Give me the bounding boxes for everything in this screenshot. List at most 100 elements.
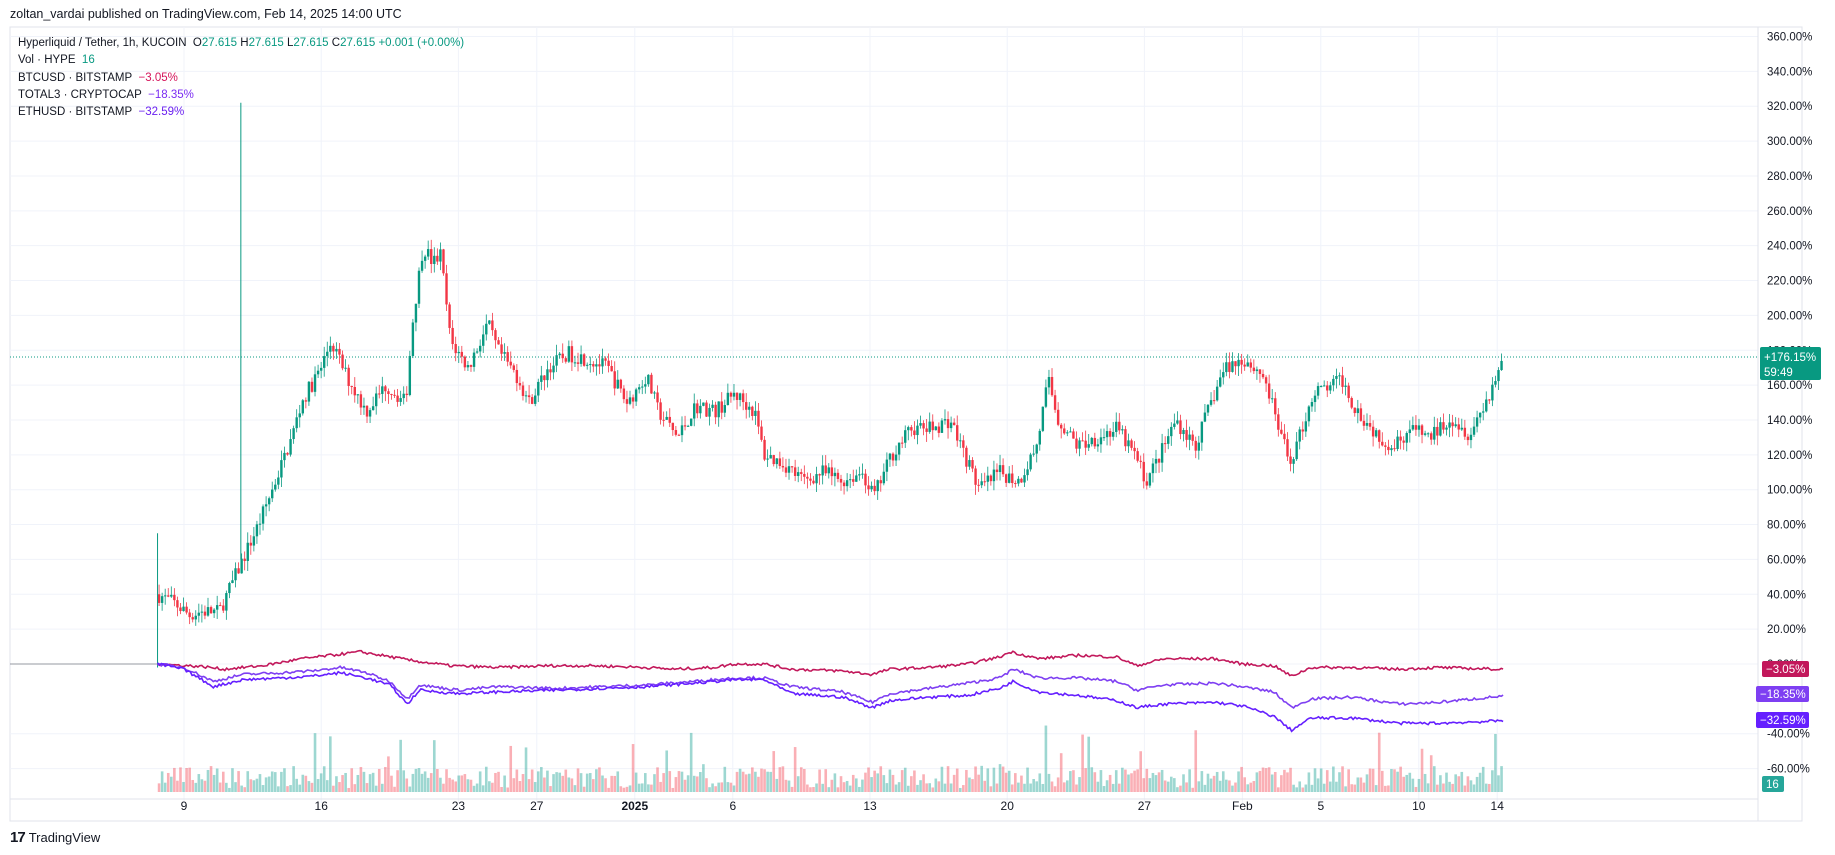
volume-bar [292, 766, 295, 792]
volume-bar [215, 768, 219, 792]
candle-body [1081, 440, 1084, 442]
volume-bar [998, 764, 1002, 792]
x-tick-label: 27 [1138, 799, 1152, 813]
volume-bar [362, 771, 366, 792]
candle-body [1231, 361, 1234, 372]
volume-bar [157, 783, 161, 792]
candle-body [521, 385, 525, 396]
volume-bar [1105, 780, 1109, 792]
footer-brand[interactable]: 17 TradingView [10, 829, 100, 846]
volume-bar [965, 769, 968, 792]
legend-volume-row[interactable]: Vol · HYPE 16 [18, 52, 464, 69]
candle-body [1439, 422, 1442, 436]
candle-body [264, 504, 268, 507]
volume-bar [194, 782, 198, 792]
volume-bar [1411, 778, 1415, 792]
candle-body [616, 379, 619, 389]
candle-body [304, 400, 308, 402]
candle-body [188, 612, 191, 618]
candle-body [1136, 451, 1139, 461]
candle-body [897, 442, 901, 455]
volume-bar [604, 778, 607, 792]
volume-bar [1481, 766, 1485, 792]
total3-axis-badge-value: −18.35% [1760, 689, 1806, 701]
volume-bar [1423, 773, 1427, 792]
volume-bar [255, 778, 259, 792]
main-symbol-label: Hyperliquid / Tether, 1h, KUCOIN [18, 37, 187, 49]
candle-body [821, 465, 824, 476]
volume-bar [962, 785, 965, 792]
candle-body [1368, 423, 1372, 427]
candle-body [1488, 399, 1491, 401]
candle-body [564, 358, 567, 362]
legend-total3-row[interactable]: TOTAL3 · CRYPTOCAP −18.35% [18, 87, 464, 104]
candle-body [411, 322, 415, 356]
legend-main-row[interactable]: Hyperliquid / Tether, 1h, KUCOIN O27.615… [18, 35, 464, 52]
volume-bar [708, 787, 711, 792]
volume-bar [711, 783, 714, 792]
candle-body [494, 330, 497, 341]
candle-body [271, 489, 274, 499]
candle-body [628, 397, 632, 404]
volume-bar [1429, 755, 1433, 792]
candle-body [1475, 417, 1479, 427]
volume-bar [332, 785, 335, 792]
candle-body [900, 442, 904, 444]
candle-body [1099, 437, 1103, 445]
volume-bar [735, 771, 739, 792]
volume-bar [561, 775, 565, 792]
volume-bar [1200, 771, 1204, 792]
candle-body [408, 355, 412, 396]
legend-btc-row[interactable]: BTCUSD · BITSTAMP −3.05% [18, 70, 464, 87]
candle-body [1240, 359, 1243, 365]
volume-bar [897, 782, 901, 792]
candle-body [971, 460, 974, 469]
legend-eth-row[interactable]: ETHUSD · BITSTAMP −32.59% [18, 104, 464, 121]
volume-bar [582, 786, 586, 792]
candle-body [885, 459, 889, 472]
volume-bar [628, 785, 632, 792]
candle-body [1066, 432, 1069, 434]
volume-bar [940, 766, 944, 792]
candle-body [793, 467, 797, 476]
candle-body [830, 467, 834, 477]
candle-body [1292, 459, 1295, 464]
candle-body [338, 348, 341, 355]
y-tick-label: 140.00% [1767, 415, 1812, 427]
candle-body [1203, 412, 1207, 422]
candle-body [234, 568, 237, 581]
candle-body [845, 480, 849, 487]
volume-bar [246, 771, 250, 792]
volume-bar [1188, 769, 1191, 792]
candle-body [1111, 431, 1115, 437]
candle-body [1115, 421, 1118, 432]
candle-body [980, 481, 983, 486]
change-value: +0.001 (+0.00%) [378, 37, 465, 49]
volume-bar [1377, 732, 1381, 792]
volume-bar [478, 771, 482, 792]
volume-bar [1035, 781, 1039, 792]
candle-body [301, 400, 304, 414]
volume-bar [1273, 771, 1277, 792]
volume-bar [1484, 783, 1488, 792]
volume-bar [457, 775, 461, 792]
volume-bar [240, 785, 243, 792]
volume-bar [1439, 775, 1442, 792]
chart-canvas[interactable]: 360.00% 340.00% 320.00% 300.00% 280.00% 260.0… [0, 0, 1835, 830]
volume-bar [258, 774, 262, 792]
time-axis[interactable]: 9 16 23 27 2025 6 13 20 27 Feb 5 10 14 [181, 799, 1505, 813]
candle-body [1454, 424, 1457, 427]
candle-body [399, 398, 402, 402]
y-tick-label: 220.00% [1767, 276, 1812, 288]
candle-body [601, 358, 604, 367]
volume-bar [1491, 770, 1494, 792]
volume-bar [806, 784, 809, 792]
candle-body [1485, 399, 1488, 412]
candle-body [641, 386, 644, 388]
volume-bar [760, 768, 763, 792]
candle-body [567, 346, 571, 362]
candle-body [1469, 434, 1473, 441]
candle-body [1310, 402, 1314, 407]
candle-body [937, 426, 941, 433]
candle-body [665, 416, 668, 420]
